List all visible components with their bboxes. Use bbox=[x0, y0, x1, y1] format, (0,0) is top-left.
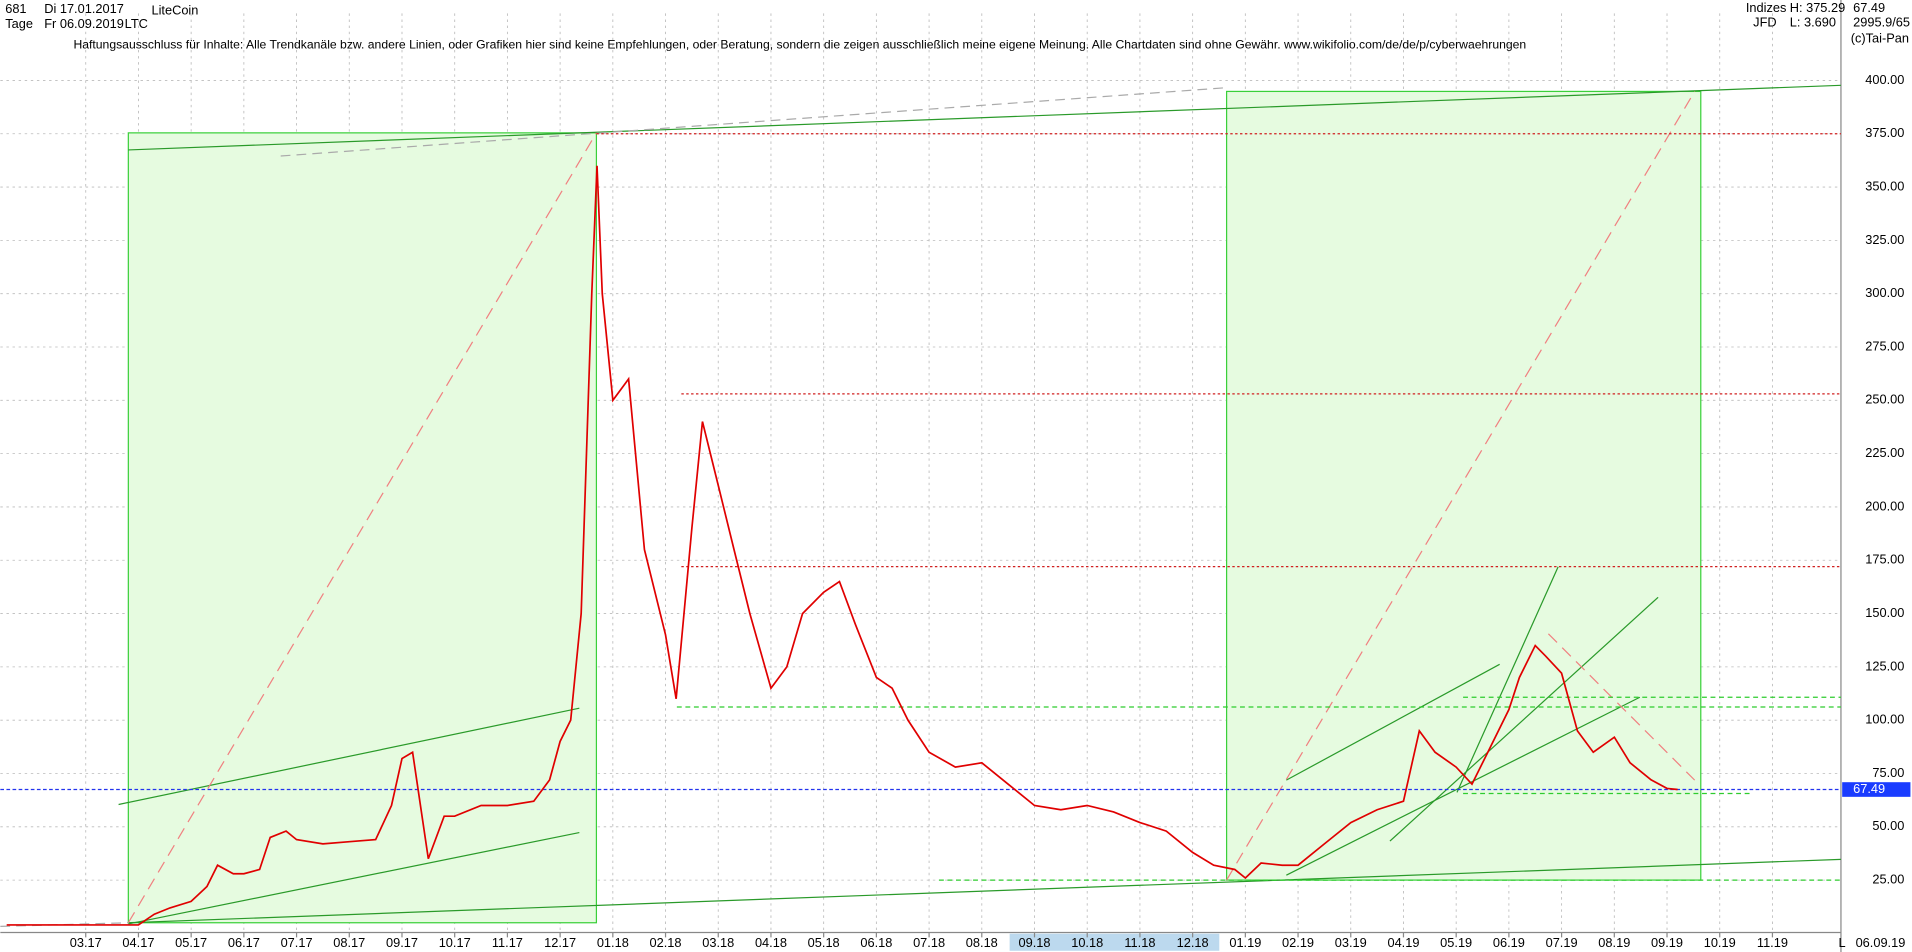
x-tick-label: 01.18 bbox=[597, 935, 629, 950]
symbol: LTC bbox=[125, 16, 148, 31]
y-tick-label: 175.00 bbox=[1865, 552, 1904, 567]
x-tick-label: 04.17 bbox=[122, 935, 154, 950]
x-tick-label: 09.19 bbox=[1651, 935, 1683, 950]
disclaimer: Haftungsausschluss für Inhalte: Alle Tre… bbox=[73, 37, 1526, 51]
end-date: Fr 06.09.2019 bbox=[44, 16, 124, 31]
x-tick-label: 10.19 bbox=[1704, 935, 1736, 950]
y-tick-label: 275.00 bbox=[1865, 338, 1904, 353]
end-date-axis: 06.09.19 bbox=[1856, 935, 1906, 950]
x-tick-label: 06.19 bbox=[1493, 935, 1525, 950]
x-tick-label: 04.19 bbox=[1387, 935, 1419, 950]
last-price-box bbox=[1842, 782, 1911, 797]
period: Tage bbox=[5, 16, 33, 31]
y-tick-label: 400.00 bbox=[1865, 72, 1904, 87]
low: L: 3.690 bbox=[1790, 15, 1836, 30]
y-tick-label: 125.00 bbox=[1865, 658, 1904, 673]
x-tick-label: 03.18 bbox=[702, 935, 734, 950]
price-line bbox=[6, 165, 1678, 926]
source: JFD bbox=[1753, 15, 1776, 30]
x-tick-label: 07.18 bbox=[913, 935, 945, 950]
x-tick-label: 05.17 bbox=[175, 935, 207, 950]
y-tick-label: 300.00 bbox=[1865, 285, 1904, 300]
x-tick-label: 07.17 bbox=[281, 935, 313, 950]
x-tick-label: 06.17 bbox=[228, 935, 260, 950]
x-tick-label: 08.18 bbox=[966, 935, 998, 950]
copyright: (c)Tai-Pan bbox=[1851, 30, 1909, 45]
high: H: 375.29 bbox=[1790, 0, 1845, 15]
support-lines bbox=[676, 696, 1841, 881]
y-tick-label: 25.00 bbox=[1872, 872, 1904, 887]
x-tick-label: 02.18 bbox=[650, 935, 682, 950]
x-tick-label: 10.18 bbox=[1071, 935, 1103, 950]
start-date: Di 17.01.2017 bbox=[44, 1, 124, 16]
x-tick-label: 07.19 bbox=[1546, 935, 1578, 950]
y-tick-label: 75.00 bbox=[1872, 765, 1904, 780]
y-tick-label: 200.00 bbox=[1865, 498, 1904, 513]
x-tick-label: 12.18 bbox=[1177, 935, 1209, 950]
last-price-label: 67.49 bbox=[1853, 781, 1885, 796]
y-tick-label: 325.00 bbox=[1865, 232, 1904, 247]
x-tick-label: 09.17 bbox=[386, 935, 418, 950]
y-tick-label: 50.00 bbox=[1872, 818, 1904, 833]
diagonals bbox=[127, 91, 1696, 924]
x-tick-label: 05.19 bbox=[1440, 935, 1472, 950]
y-tick-label: 375.00 bbox=[1865, 125, 1904, 140]
x-tick-label: 08.19 bbox=[1598, 935, 1630, 950]
volume: 2995.9/65 bbox=[1853, 15, 1910, 30]
group: Indizes bbox=[1746, 0, 1787, 15]
y-tick-label: 250.00 bbox=[1865, 392, 1904, 407]
scale-mode: L bbox=[1839, 935, 1846, 950]
x-tick-label: 11.17 bbox=[492, 935, 523, 950]
y-tick-label: 350.00 bbox=[1865, 178, 1904, 193]
x-tick-label: 05.18 bbox=[808, 935, 840, 950]
last: 67.49 bbox=[1853, 0, 1885, 15]
x-tick-label: 08.17 bbox=[333, 935, 365, 950]
count: 681 bbox=[5, 1, 26, 16]
instrument: LiteCoin bbox=[151, 2, 198, 17]
x-tick-label: 03.19 bbox=[1335, 935, 1367, 950]
x-tick-label: 04.18 bbox=[755, 935, 787, 950]
trendlines bbox=[118, 84, 1841, 925]
x-tick-label: 02.19 bbox=[1282, 935, 1314, 950]
y-tick-label: 100.00 bbox=[1865, 712, 1904, 727]
range-band bbox=[1009, 933, 1220, 951]
x-tick-label: 06.18 bbox=[860, 935, 892, 950]
x-tick-label: 12.17 bbox=[544, 935, 576, 950]
x-tick-label: 11.18 bbox=[1124, 935, 1155, 950]
y-tick-label: 225.00 bbox=[1865, 445, 1904, 460]
y-tick-label: 150.00 bbox=[1865, 605, 1904, 620]
x-tick-label: 01.19 bbox=[1229, 935, 1261, 950]
x-tick-label: 11.19 bbox=[1757, 935, 1788, 950]
x-tick-label: 09.18 bbox=[1019, 935, 1051, 950]
x-tick-label: 03.17 bbox=[70, 935, 102, 950]
x-tick-label: 10.17 bbox=[439, 935, 471, 950]
